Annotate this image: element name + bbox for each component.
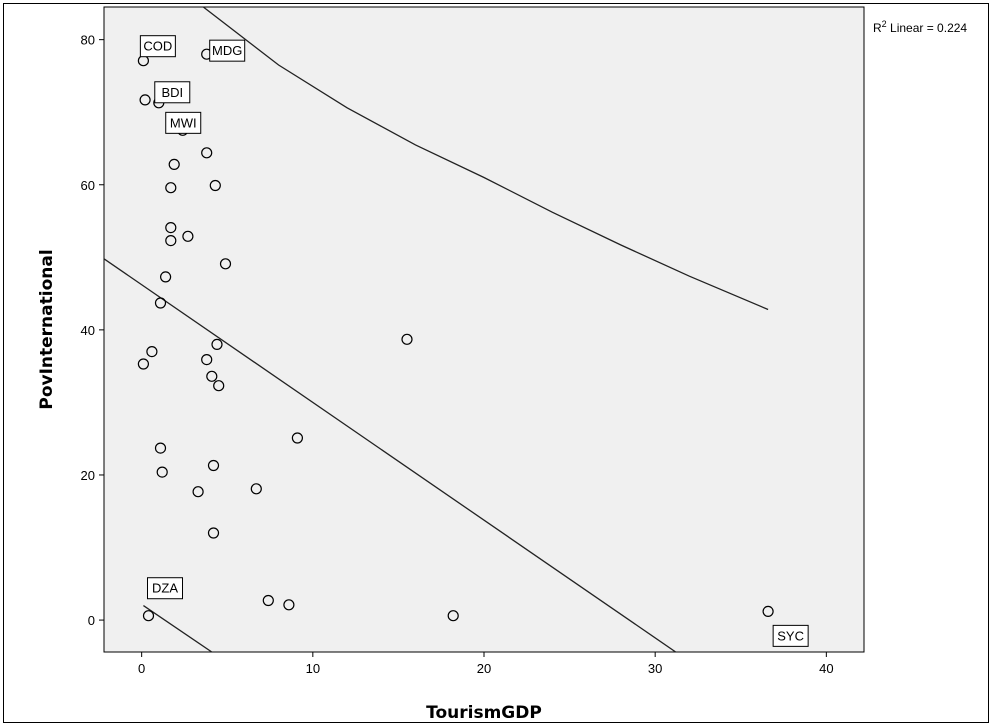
data-point	[154, 442, 167, 454]
data-point	[291, 432, 303, 444]
point-label-text: BDI	[161, 85, 183, 100]
fit-line-1	[104, 258, 677, 652]
point-label-box	[165, 111, 202, 134]
data-point	[209, 179, 221, 192]
fit-line-3	[202, 7, 769, 311]
r-squared-superscript: 2	[882, 19, 887, 29]
point-label-box	[147, 577, 184, 600]
scatter-chart: 0 10 20 30 40 0 20 40 60 80 COD MDG BDI MWI DZA SYC T…	[37, 6, 967, 723]
x-tick-label: 30	[648, 661, 662, 676]
point-label: COD	[139, 35, 176, 58]
data-point	[182, 230, 194, 242]
data-point	[139, 94, 151, 106]
y-tick-label: 0	[88, 613, 95, 628]
r-squared-prefix: R	[873, 21, 882, 35]
y-tick-label: 20	[81, 468, 95, 483]
data-point	[201, 354, 213, 366]
point-label-text: MWI	[170, 115, 197, 130]
point-label-box	[209, 39, 246, 62]
point-label: MDG	[209, 39, 246, 62]
data-point	[207, 527, 220, 539]
fit-lines	[104, 7, 769, 652]
data-point	[137, 358, 149, 370]
point-label-text: COD	[143, 39, 172, 54]
x-tick-label: 10	[306, 661, 320, 676]
data-point	[283, 599, 295, 611]
point-label-text: DZA	[152, 581, 178, 596]
point-label: SYC	[772, 624, 809, 647]
x-tick-label: 40	[819, 661, 833, 676]
point-label-box	[772, 624, 809, 647]
data-point	[165, 222, 177, 234]
y-tick-label: 40	[81, 323, 95, 338]
y-tick-label: 60	[81, 178, 95, 193]
y-axis-title: PovInternational	[37, 249, 57, 409]
data-point	[262, 594, 274, 607]
data-point	[201, 147, 213, 159]
point-label-box	[154, 81, 191, 104]
data-point	[213, 380, 225, 392]
point-label: MWI	[165, 111, 202, 134]
point-label-text: SYC	[777, 628, 804, 643]
data-point	[219, 258, 232, 270]
data-point	[146, 346, 158, 358]
plot-area	[103, 6, 865, 653]
data-point	[762, 605, 774, 618]
point-label: BDI	[154, 81, 191, 104]
fit-line-2	[143, 605, 213, 652]
data-point	[207, 459, 220, 472]
y-axis: 0 20 40 60 80	[81, 33, 104, 628]
point-label-box	[139, 35, 176, 58]
data-point	[401, 333, 413, 345]
data-point	[168, 158, 180, 170]
chart-frame: 0 10 20 30 40 0 20 40 60 80 COD MDG BDI MWI DZA SYC T…	[3, 3, 989, 723]
data-point	[154, 297, 167, 309]
r-squared-value: Linear = 0.224	[887, 21, 968, 35]
x-axis-title: TourismGDP	[426, 703, 542, 723]
data-point	[156, 466, 168, 478]
data-point	[192, 486, 204, 498]
x-axis: 0 10 20 30 40	[138, 652, 834, 676]
data-point	[165, 235, 177, 247]
data-point	[206, 370, 218, 382]
data-point	[211, 338, 223, 350]
x-tick-label: 0	[138, 661, 145, 676]
point-labels: COD MDG BDI MWI DZA SYC	[139, 35, 809, 647]
point-label: DZA	[147, 577, 184, 600]
data-point	[447, 610, 459, 622]
data-point	[142, 610, 155, 622]
data-point	[165, 182, 177, 194]
r-squared-annotation: R2 Linear = 0.224	[873, 19, 967, 35]
y-tick-label: 80	[81, 33, 95, 48]
data-point	[160, 271, 172, 283]
point-label-text: MDG	[212, 43, 242, 58]
x-tick-label: 20	[477, 661, 491, 676]
data-point	[250, 483, 262, 495]
